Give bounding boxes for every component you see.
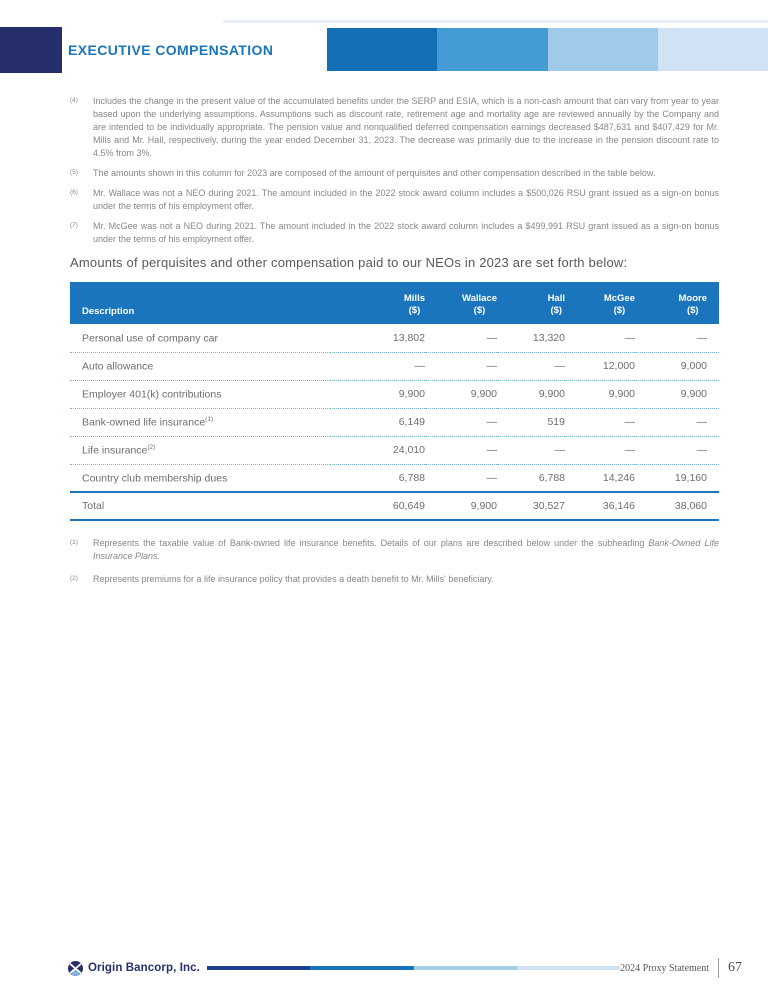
page-title: EXECUTIVE COMPENSATION	[68, 42, 274, 58]
footnote-marker: (5)	[70, 169, 78, 176]
gradient-segment	[547, 28, 658, 71]
header-accent-block	[0, 27, 62, 73]
cell-moore: 19,160	[635, 464, 719, 493]
page-number: 67	[728, 960, 742, 975]
row-label: Bank-owned life insurance(1)	[70, 408, 330, 437]
table-total-row: Total 60,649 9,900 30,527 36,146 38,060	[70, 491, 719, 521]
table-row: Life insurance(2) 24,010 — — — —	[70, 436, 719, 465]
row-label: Employer 401(k) contributions	[70, 380, 330, 409]
cell-mcgee: —	[565, 324, 635, 353]
compensation-table: Description Mills ($) Wallace ($) Hall ($) …	[70, 282, 719, 521]
cell-wallace: —	[425, 436, 497, 465]
footnote-text: Mr. McGee was not a NEO during 2021. The…	[93, 221, 719, 244]
cell-mcgee: —	[565, 408, 635, 437]
footnote-text: Includes the change in the present value…	[93, 96, 719, 158]
table-row: Employer 401(k) contributions 9,900 9,90…	[70, 380, 719, 409]
header-gradient-bar	[327, 28, 768, 71]
cell-mills: 60,649	[330, 491, 425, 521]
table-row: Auto allowance — — — 12,000 9,000	[70, 352, 719, 381]
footnote: (6) Mr. Wallace was not a NEO during 202…	[70, 187, 719, 213]
cell-mills: 6,149	[330, 408, 425, 437]
col-header-hall: Hall ($)	[497, 282, 565, 324]
cell-mcgee: 36,146	[565, 491, 635, 521]
col-header-description: Description	[70, 282, 330, 324]
cell-moore: 38,060	[635, 491, 719, 521]
footnote: (2) Represents premiums for a life insur…	[70, 573, 719, 586]
cell-moore: —	[635, 408, 719, 437]
cell-hall: 13,320	[497, 324, 565, 353]
cell-wallace: —	[425, 408, 497, 437]
table-row: Personal use of company car 13,802 — 13,…	[70, 324, 719, 353]
cell-moore: 9,900	[635, 380, 719, 409]
cell-mills: —	[330, 352, 425, 381]
cell-mcgee: 9,900	[565, 380, 635, 409]
col-header-mills: Mills ($)	[330, 282, 425, 324]
footnote-marker: (6)	[70, 189, 78, 196]
bottom-footnotes: (1) Represents the taxable value of Bank…	[70, 537, 719, 586]
gradient-segment	[516, 966, 621, 970]
gradient-segment	[657, 28, 768, 71]
cell-mills: 6,788	[330, 464, 425, 493]
cell-hall: 6,788	[497, 464, 565, 493]
footnote-marker: (4)	[70, 97, 78, 104]
table-header-row: Description Mills ($) Wallace ($) Hall ($) …	[70, 282, 719, 324]
company-name: Origin Bancorp, Inc.	[88, 962, 200, 974]
page-number-divider	[718, 958, 719, 978]
table-row: Bank-owned life insurance(1) 6,149 — 519…	[70, 408, 719, 437]
origin-bancorp-logo-icon	[68, 960, 83, 976]
footnote-marker: (1)	[70, 539, 78, 546]
gradient-segment	[310, 966, 414, 970]
row-label: Life insurance(2)	[70, 436, 330, 465]
cell-hall: 30,527	[497, 491, 565, 521]
footnote: (4) Includes the change in the present v…	[70, 95, 719, 160]
top-edge-hairline	[223, 20, 768, 23]
cell-wallace: —	[425, 352, 497, 381]
col-header-moore: Moore ($)	[635, 282, 719, 324]
footnote-marker: (2)	[70, 575, 78, 582]
gradient-segment	[206, 966, 311, 970]
footnote-text: Represents the taxable value of Bank-own…	[93, 538, 720, 561]
gradient-segment	[413, 966, 517, 970]
col-header-mcgee: McGee ($)	[565, 282, 635, 324]
cell-mcgee: 14,246	[565, 464, 635, 493]
cell-wallace: —	[425, 324, 497, 353]
footnote: (5) The amounts shown in this column for…	[70, 167, 719, 180]
cell-moore: —	[635, 436, 719, 465]
cell-mills: 24,010	[330, 436, 425, 465]
cell-mcgee: —	[565, 436, 635, 465]
footnote: (7) Mr. McGee was not a NEO during 2021.…	[70, 220, 719, 246]
cell-hall: 519	[497, 408, 565, 437]
cell-mcgee: 12,000	[565, 352, 635, 381]
cell-hall: —	[497, 352, 565, 381]
footnote-text: Mr. Wallace was not a NEO during 2021. T…	[93, 188, 719, 211]
footnote-text: Represents premiums for a life insurance…	[93, 574, 494, 584]
cell-moore: —	[635, 324, 719, 353]
document-title: 2024 Proxy Statement	[620, 962, 710, 974]
cell-mills: 9,900	[330, 380, 425, 409]
footnote: (1) Represents the taxable value of Bank…	[70, 537, 719, 563]
gradient-segment	[327, 28, 438, 71]
footnote-marker: (7)	[70, 222, 78, 229]
cell-moore: 9,000	[635, 352, 719, 381]
row-label: Personal use of company car	[70, 324, 330, 353]
total-label: Total	[70, 491, 330, 521]
cell-mills: 13,802	[330, 324, 425, 353]
footnote-text: The amounts shown in this column for 202…	[93, 168, 656, 178]
gradient-segment	[437, 28, 548, 71]
footer-gradient-bar	[206, 966, 621, 970]
row-label: Auto allowance	[70, 352, 330, 381]
cell-hall: —	[497, 436, 565, 465]
col-header-wallace: Wallace ($)	[425, 282, 497, 324]
table-row: Country club membership dues 6,788 — 6,7…	[70, 464, 719, 493]
italic-reference: Bank-Owned Life Insurance Plans.	[93, 538, 720, 561]
cell-hall: 9,900	[497, 380, 565, 409]
cell-wallace: 9,900	[425, 380, 497, 409]
cell-wallace: 9,900	[425, 491, 497, 521]
intro-text: Amounts of perquisites and other compens…	[70, 255, 628, 270]
row-label: Country club membership dues	[70, 464, 330, 493]
page-content: (4) Includes the change in the present v…	[70, 95, 719, 596]
page-footer: Origin Bancorp, Inc. 2024 Proxy Statemen…	[68, 955, 742, 981]
cell-wallace: —	[425, 464, 497, 493]
